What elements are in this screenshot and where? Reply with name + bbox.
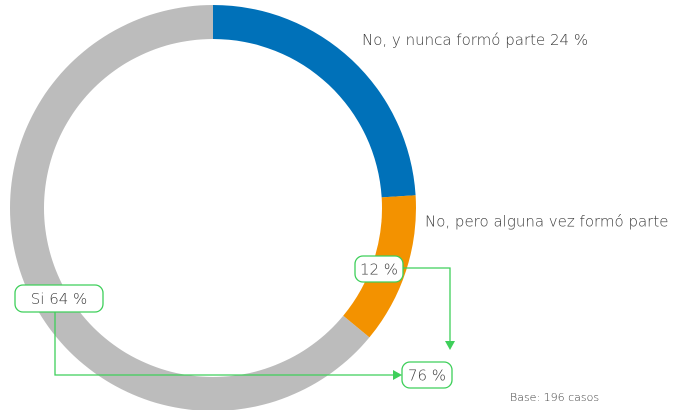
note: Base: 196 casos xyxy=(510,391,599,404)
label-box xyxy=(401,361,453,389)
connector xyxy=(54,312,394,376)
category: No, pero alguna vez formó parte xyxy=(425,213,668,231)
label-box xyxy=(14,284,104,313)
slice xyxy=(213,5,416,198)
arrow xyxy=(393,370,402,380)
slice-label: No, y nunca formó parte 24 % xyxy=(362,31,588,49)
slice-label: Si 64 % xyxy=(31,290,88,308)
arrow xyxy=(445,341,455,350)
value-label: 24 % xyxy=(550,31,588,49)
slice xyxy=(10,5,370,410)
value-label: 12 % xyxy=(360,261,398,279)
category: No, y nunca formó parte xyxy=(362,31,545,49)
connector xyxy=(403,267,451,342)
category: Si xyxy=(31,290,45,308)
value-label: 64 % xyxy=(49,290,87,308)
label-box xyxy=(354,255,404,283)
donut xyxy=(10,5,416,410)
annotation: 76 % xyxy=(408,367,446,385)
